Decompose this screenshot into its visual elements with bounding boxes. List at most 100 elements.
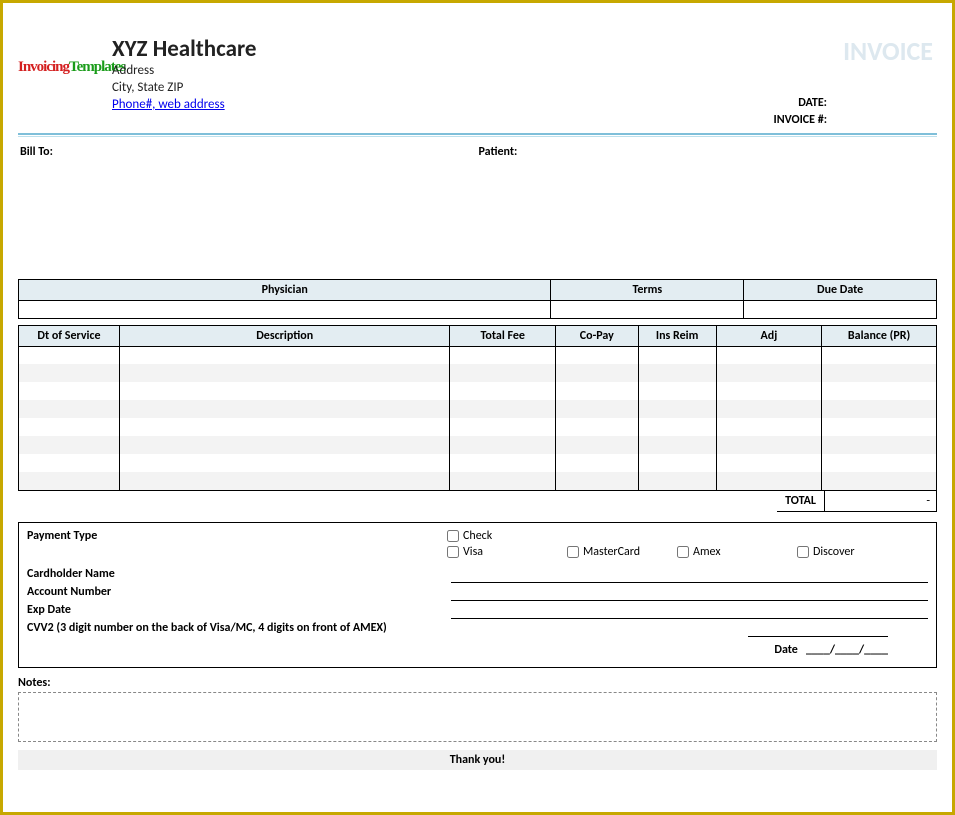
table-cell[interactable] [450, 382, 556, 400]
col-co-pay: Co-Pay [556, 325, 639, 346]
terms-cell[interactable] [551, 300, 744, 318]
check-option-check[interactable]: Check [447, 529, 567, 543]
table-cell[interactable] [638, 382, 716, 400]
table-cell[interactable] [556, 418, 639, 436]
physician-cell[interactable] [19, 300, 551, 318]
table-cell[interactable] [822, 382, 937, 400]
table-cell[interactable] [638, 454, 716, 472]
table-cell[interactable] [119, 346, 449, 364]
table-cell[interactable] [119, 364, 449, 382]
table-cell[interactable] [450, 418, 556, 436]
table-cell[interactable] [556, 454, 639, 472]
table-cell[interactable] [822, 418, 937, 436]
table-row [19, 400, 937, 418]
table-cell[interactable] [450, 346, 556, 364]
due-date-cell[interactable] [744, 300, 937, 318]
total-value: - [824, 491, 937, 512]
table-cell[interactable] [716, 346, 822, 364]
company-contact-link[interactable]: Phone#, web address [112, 97, 225, 112]
table-cell[interactable] [638, 364, 716, 382]
company-address: Address [112, 63, 677, 80]
logo: InvoicingTemplates [18, 35, 108, 76]
invoice-title: INVOICE [677, 35, 937, 67]
table-cell[interactable] [822, 346, 937, 364]
table-cell[interactable] [822, 454, 937, 472]
cardholder-name-label: Cardholder Name [27, 567, 447, 583]
table-cell[interactable] [822, 364, 937, 382]
table-cell[interactable] [716, 454, 822, 472]
invoice-number-label: INVOICE #: [677, 112, 827, 129]
exp-date-field[interactable] [451, 603, 928, 619]
cvv-label: CVV2 (3 digit number on the back of Visa… [27, 621, 744, 637]
table-cell[interactable] [556, 400, 639, 418]
table-cell[interactable] [119, 454, 449, 472]
table-cell[interactable] [19, 364, 120, 382]
cvv-field[interactable] [748, 621, 888, 637]
col-physician: Physician [19, 279, 551, 300]
table-cell[interactable] [450, 472, 556, 490]
table-cell[interactable] [822, 472, 937, 490]
table-row [19, 418, 937, 436]
table-cell[interactable] [822, 436, 937, 454]
logo-word-1: Invoicing [18, 59, 69, 75]
check-option-visa[interactable]: Visa [447, 545, 567, 559]
col-balance-pr: Balance (PR) [822, 325, 937, 346]
check-option-discover[interactable]: Discover [797, 545, 855, 559]
col-total-fee: Total Fee [450, 325, 556, 346]
total-label: TOTAL [777, 491, 824, 512]
table-cell[interactable] [716, 436, 822, 454]
table-cell[interactable] [556, 472, 639, 490]
company-name: XYZ Healthcare [112, 35, 677, 63]
table-cell[interactable] [19, 436, 120, 454]
table-cell[interactable] [119, 382, 449, 400]
table-cell[interactable] [119, 436, 449, 454]
cardholder-name-field[interactable] [451, 567, 928, 583]
table-cell[interactable] [19, 418, 120, 436]
col-description: Description [119, 325, 449, 346]
table-cell[interactable] [450, 454, 556, 472]
table-cell[interactable] [19, 454, 120, 472]
sig-date-placeholder: ____/____/____ [806, 643, 888, 657]
table-cell[interactable] [556, 382, 639, 400]
table-cell[interactable] [556, 436, 639, 454]
company-block: XYZ Healthcare Address City, State ZIP P… [112, 35, 677, 112]
table-cell[interactable] [19, 346, 120, 364]
table-cell[interactable] [450, 400, 556, 418]
table-row [19, 436, 937, 454]
table-cell[interactable] [119, 472, 449, 490]
col-dt-of-service: Dt of Service [19, 325, 120, 346]
notes-box[interactable] [18, 692, 937, 742]
table-cell[interactable] [638, 472, 716, 490]
thank-you-bar: Thank you! [18, 750, 937, 770]
table-cell[interactable] [716, 364, 822, 382]
table-cell[interactable] [119, 418, 449, 436]
table-cell[interactable] [716, 418, 822, 436]
table-row [19, 346, 937, 364]
table-cell[interactable] [450, 364, 556, 382]
table-cell[interactable] [638, 436, 716, 454]
table-cell[interactable] [19, 382, 120, 400]
account-number-field[interactable] [451, 585, 928, 601]
table-cell[interactable] [716, 472, 822, 490]
table-cell[interactable] [638, 400, 716, 418]
table-row [19, 364, 937, 382]
table-cell[interactable] [19, 400, 120, 418]
table-cell[interactable] [822, 400, 937, 418]
table-cell[interactable] [119, 400, 449, 418]
table-cell[interactable] [716, 400, 822, 418]
col-due-date: Due Date [744, 279, 937, 300]
check-option-mastercard[interactable]: MasterCard [567, 545, 677, 559]
address-row: Bill To: Patient: [18, 145, 937, 159]
logo-text: InvoicingTemplates [18, 59, 108, 76]
summary-table: Physician Terms Due Date [18, 279, 937, 319]
table-cell[interactable] [450, 436, 556, 454]
table-cell[interactable] [556, 346, 639, 364]
table-cell[interactable] [19, 472, 120, 490]
check-option-amex[interactable]: Amex [677, 545, 797, 559]
table-cell[interactable] [638, 346, 716, 364]
table-cell[interactable] [716, 382, 822, 400]
sig-date-label: Date [774, 643, 797, 657]
table-cell[interactable] [556, 364, 639, 382]
payment-box: Payment Type Check Visa MasterCard Amex … [18, 522, 937, 668]
table-cell[interactable] [638, 418, 716, 436]
